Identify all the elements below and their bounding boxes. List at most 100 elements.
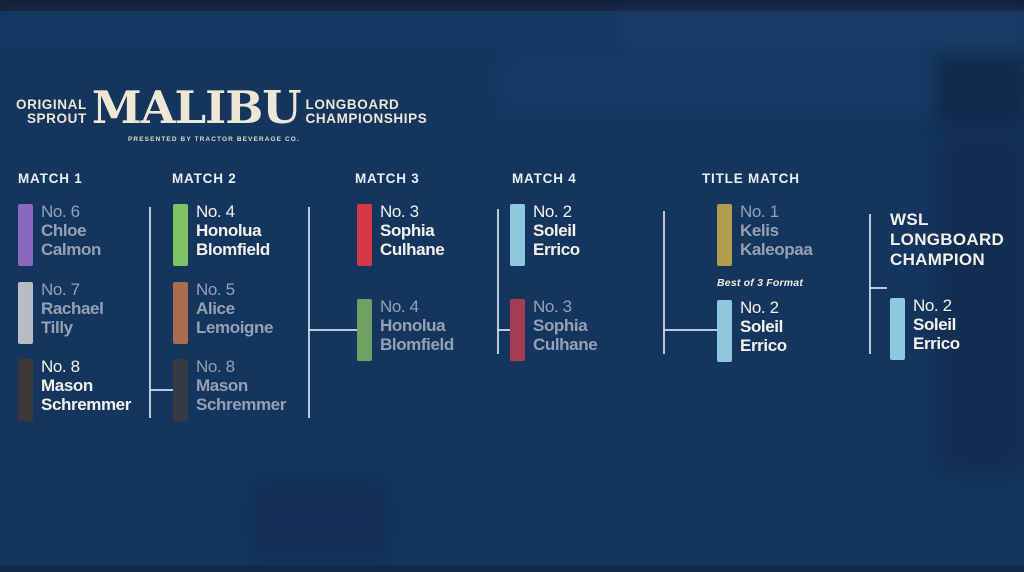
match1-header: MATCH 1 (18, 171, 83, 186)
bracket-connector-line (497, 329, 511, 331)
bracket-entry-soleil-errico: No. 2 Soleil Errico (717, 298, 787, 362)
surfer-last-name: Tilly (41, 318, 73, 337)
bracket-entry-sophia-culhane: No. 3 Sophia Culhane (510, 297, 598, 361)
logo-malibu-wordmark: MALIBU (91, 81, 302, 134)
champion-header: WSL LONGBOARD CHAMPION (890, 210, 1004, 270)
bracket-connector-line (308, 207, 310, 418)
seed-label: No. 2 (533, 202, 572, 221)
surfer-color-bar (357, 204, 372, 266)
surfer-first-name: Honolua (380, 316, 446, 335)
surfer-first-name: Soleil (533, 221, 576, 240)
surfer-color-bar (173, 359, 188, 421)
surfer-last-name: Schremmer (41, 395, 131, 414)
surfer-first-name: Chloe (41, 221, 87, 240)
surfer-last-name: Errico (533, 240, 580, 259)
match2-header: MATCH 2 (172, 171, 237, 186)
bracket-connector-line (308, 329, 358, 331)
bracket-connector-line (869, 214, 871, 354)
match3-header: MATCH 3 (355, 171, 420, 186)
bracket-entry-alice-lemoigne: No. 5 Alice Lemoigne (173, 280, 274, 344)
surfer-color-bar (18, 359, 33, 421)
champion-header-line: CHAMPION (890, 250, 985, 269)
bottom-strip (0, 565, 1024, 572)
bracket-connector-line (497, 209, 499, 354)
logo-longboard: LONGBOARD (305, 97, 400, 112)
surfer-color-bar (357, 299, 372, 361)
surfer-first-name: Soleil (740, 317, 783, 336)
surfer-first-name: Honolua (196, 221, 262, 240)
paint-texture (0, 11, 1024, 43)
paint-texture (935, 55, 1024, 125)
surfer-last-name: Lemoigne (196, 318, 274, 337)
title-match-header: TITLE MATCH (702, 171, 800, 186)
paint-texture (500, 52, 1024, 114)
surfer-first-name: Kelis (740, 221, 779, 240)
surfer-last-name: Kaleopaa (740, 240, 813, 259)
seed-label: No. 8 (41, 357, 80, 376)
seed-label: No. 4 (196, 202, 235, 221)
logo-original: ORIGINAL (16, 97, 87, 112)
surfer-color-bar (717, 300, 732, 362)
bracket-connector-line (663, 329, 718, 331)
bracket-entry-mason-schremmer: No. 8 Mason Schremmer (18, 357, 131, 421)
logo-championships: CHAMPIONSHIPS (305, 111, 428, 126)
bracket-entry-rachael-tilly: No. 7 Rachael Tilly (18, 280, 104, 344)
bracket-entry-mason-schremmer: No. 8 Mason Schremmer (173, 357, 286, 421)
seed-label: No. 4 (380, 297, 419, 316)
bracket-entry-honolua-blomfield: No. 4 Honolua Blomfield (173, 202, 270, 266)
surfer-first-name: Alice (196, 299, 235, 318)
seed-label: No. 8 (196, 357, 235, 376)
top-black-bar (0, 0, 1024, 11)
surfer-last-name: Blomfield (196, 240, 270, 259)
match4-header: MATCH 4 (512, 171, 577, 186)
champion-header-line: WSL (890, 210, 929, 229)
surfer-last-name: Culhane (533, 335, 598, 354)
bracket-entry-champion-soleil-errico: No. 2 Soleil Errico (890, 296, 960, 360)
bracket-entry-chloe-calmon: No. 6 Chloe Calmon (18, 202, 101, 266)
paint-texture (620, 11, 1024, 53)
surfer-last-name: Calmon (41, 240, 101, 259)
surfer-color-bar (717, 204, 732, 266)
surfer-color-bar (890, 298, 905, 360)
seed-label: No. 3 (533, 297, 572, 316)
bracket-entry-kelis-kaleopaa: No. 1 Kelis Kaleopaa (717, 202, 813, 266)
surfer-last-name: Schremmer (196, 395, 286, 414)
surfer-color-bar (173, 282, 188, 344)
seed-label: No. 2 (740, 298, 779, 317)
seed-label: No. 1 (740, 202, 779, 221)
bracket-entry-sophia-culhane: No. 3 Sophia Culhane (357, 202, 445, 266)
seed-label: No. 7 (41, 280, 80, 299)
surfer-last-name: Blomfield (380, 335, 454, 354)
surfer-color-bar (173, 204, 188, 266)
logo-sprout: SPROUT (26, 111, 87, 126)
surfer-first-name: Rachael (41, 299, 104, 318)
champion-header-line: LONGBOARD (890, 230, 1005, 249)
surfer-first-name: Mason (196, 376, 248, 395)
surfer-color-bar (510, 204, 525, 266)
surfer-last-name: Errico (740, 336, 787, 355)
bracket-connector-line (663, 211, 665, 354)
best-of-3-format-note: Best of 3 Format (717, 277, 804, 289)
event-logo: ORIGINAL SPROUT MALIBU LONGBOARD CHAMPIO… (16, 81, 428, 134)
surfer-first-name: Sophia (533, 316, 588, 335)
seed-label: No. 2 (913, 296, 952, 315)
seed-label: No. 3 (380, 202, 419, 221)
logo-right-words: LONGBOARD CHAMPIONSHIPS (306, 91, 428, 126)
seed-label: No. 5 (196, 280, 235, 299)
surfer-last-name: Culhane (380, 240, 445, 259)
presented-by-line: PRESENTED BY TRACTOR BEVERAGE CO. (128, 136, 300, 143)
bracket-connector-line (149, 207, 151, 418)
surfer-first-name: Soleil (913, 315, 956, 334)
surfer-color-bar (18, 282, 33, 344)
surfer-last-name: Errico (913, 334, 960, 353)
bracket-entry-honolua-blomfield: No. 4 Honolua Blomfield (357, 297, 454, 361)
logo-left-words: ORIGINAL SPROUT (16, 91, 87, 126)
seed-label: No. 6 (41, 202, 80, 221)
surfer-first-name: Sophia (380, 221, 435, 240)
bracket-entry-soleil-errico: No. 2 Soleil Errico (510, 202, 580, 266)
paint-texture (250, 478, 390, 560)
surfer-first-name: Mason (41, 376, 93, 395)
bracket-connector-line (869, 287, 887, 289)
bracket-connector-line (149, 389, 174, 391)
